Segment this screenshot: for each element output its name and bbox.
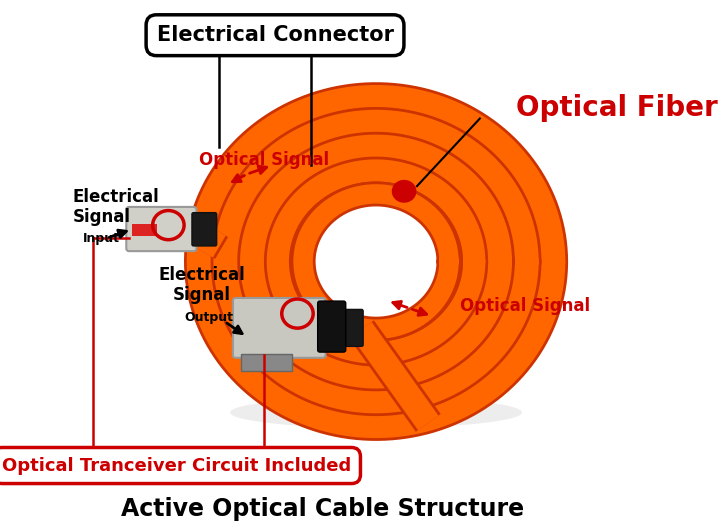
Text: Output: Output — [184, 311, 233, 324]
Text: Optical Signal: Optical Signal — [460, 297, 590, 315]
FancyBboxPatch shape — [318, 301, 346, 352]
Text: Electrical Connector: Electrical Connector — [156, 25, 394, 45]
Text: Active Optical Cable Structure: Active Optical Cable Structure — [121, 497, 524, 521]
Text: Optical Signal: Optical Signal — [199, 151, 329, 169]
FancyBboxPatch shape — [126, 207, 197, 251]
Text: Electrical
Signal: Electrical Signal — [158, 266, 246, 304]
FancyBboxPatch shape — [241, 354, 292, 371]
FancyBboxPatch shape — [192, 213, 217, 246]
Circle shape — [325, 215, 426, 308]
Circle shape — [392, 180, 416, 203]
FancyBboxPatch shape — [233, 298, 325, 358]
Text: Electrical
Signal: Electrical Signal — [73, 187, 160, 226]
Text: Optical Tranceiver Circuit Included: Optical Tranceiver Circuit Included — [2, 457, 351, 475]
Ellipse shape — [230, 397, 522, 428]
FancyBboxPatch shape — [342, 309, 363, 346]
FancyBboxPatch shape — [132, 224, 157, 236]
Text: Input: Input — [83, 232, 120, 245]
Text: Optical Fiber: Optical Fiber — [516, 94, 718, 122]
